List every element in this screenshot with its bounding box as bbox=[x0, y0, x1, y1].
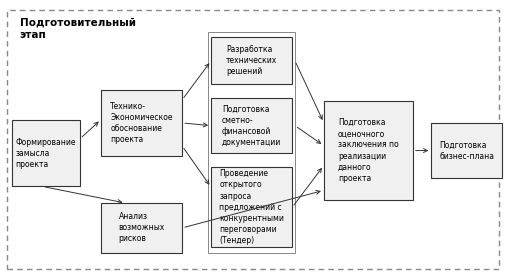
Text: Подготовка
оценочного
заключения по
реализации
данного
проекта: Подготовка оценочного заключения по реал… bbox=[338, 118, 399, 183]
Text: Подготовительный
этап: Подготовительный этап bbox=[19, 18, 136, 40]
Text: Проведение
открытого
запроса
предложений с
конкурентными
переговорами
(Тендер): Проведение открытого запроса предложений… bbox=[219, 169, 284, 245]
Bar bbox=[101, 203, 182, 253]
Bar bbox=[209, 32, 295, 253]
Bar bbox=[211, 167, 292, 247]
Bar bbox=[12, 120, 80, 186]
Text: Подготовка
сметно-
финансовой
документации: Подготовка сметно- финансовой документац… bbox=[222, 105, 281, 147]
Text: Технико-
Экономическое
обоснование
проекта: Технико- Экономическое обоснование проек… bbox=[110, 102, 173, 144]
Text: Разработка
технических
решений: Разработка технических решений bbox=[226, 45, 277, 76]
Bar bbox=[211, 98, 292, 153]
Bar bbox=[101, 90, 182, 156]
Text: Подготовка
бизнес-плана: Подготовка бизнес-плана bbox=[439, 141, 494, 161]
Bar bbox=[211, 37, 292, 84]
Text: Формирование
замысла
проекта: Формирование замысла проекта bbox=[16, 138, 76, 169]
Text: Анализ
возможных
рисков: Анализ возможных рисков bbox=[119, 212, 165, 244]
Bar bbox=[431, 123, 502, 178]
Bar bbox=[324, 101, 413, 200]
